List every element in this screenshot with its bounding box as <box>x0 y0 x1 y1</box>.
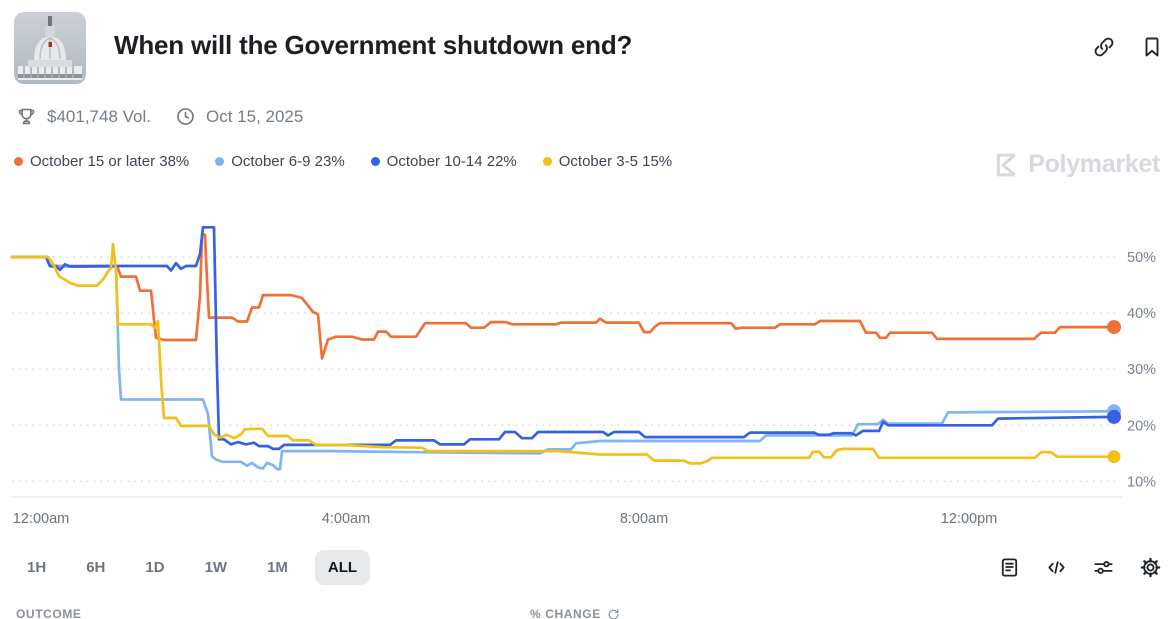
link-icon <box>1094 37 1114 57</box>
chart-legend: October 15 or later 38% October 6-9 23% … <box>14 153 672 170</box>
legend-label: October 15 or later 38% <box>30 153 190 170</box>
trophy-icon <box>16 106 37 127</box>
page-title: When will the Government shutdown end? <box>114 30 633 60</box>
legend-label: October 6-9 23% <box>231 153 345 170</box>
legend-item-october-10-14[interactable]: October 10-14 22% <box>370 153 517 170</box>
legend-dot <box>14 157 23 166</box>
chart-tools <box>998 556 1162 579</box>
svg-text:50%: 50% <box>1127 250 1156 266</box>
legend-label: October 10-14 22% <box>386 153 517 170</box>
x-axis-tick: 12:00pm <box>940 511 998 527</box>
bookmark-icon <box>1145 37 1159 57</box>
copy-link-button[interactable] <box>1092 35 1116 59</box>
polymarket-watermark: Polymarket <box>992 150 1160 179</box>
chart-canvas[interactable]: 50% 40% 30% 20% 10% <box>0 210 1174 500</box>
bookmark-button[interactable] <box>1140 35 1164 59</box>
document-icon <box>1001 558 1018 577</box>
legend-dot <box>370 157 380 166</box>
outcome-column-header: OUTCOME <box>16 607 82 619</box>
watermark-label: Polymarket <box>1028 150 1160 178</box>
end-date: Oct 15, 2025 <box>205 106 304 126</box>
market-stats: $401,748 Vol. Oct 15, 2025 <box>16 106 303 127</box>
range-button-1w[interactable]: 1W <box>192 550 241 585</box>
svg-text:20%: 20% <box>1127 418 1156 434</box>
range-button-all[interactable]: ALL <box>314 550 371 585</box>
svg-text:30%: 30% <box>1127 362 1156 378</box>
embed-button[interactable] <box>1045 556 1068 579</box>
news-button[interactable] <box>998 556 1021 579</box>
change-column-label: % CHANGE <box>530 607 601 619</box>
legend-item-october-15-or-later[interactable]: October 15 or later 38% <box>14 153 189 170</box>
change-column-header: % CHANGE <box>530 607 620 619</box>
chart-x-axis: 12:00am 4:00am 8:00am 12:00pm <box>0 511 1174 533</box>
range-button-1m[interactable]: 1M <box>254 550 301 585</box>
gear-icon <box>1140 557 1161 578</box>
refresh-icon[interactable] <box>607 608 620 619</box>
range-button-6h[interactable]: 6H <box>73 550 118 585</box>
legend-dot <box>542 157 552 166</box>
outcome-table-header: OUTCOME % CHANGE <box>0 607 1174 619</box>
time-range-toolbar: 1H 6H 1D 1W 1M ALL <box>14 550 371 585</box>
legend-item-october-3-5[interactable]: October 3-5 15% <box>542 153 673 170</box>
clock-icon <box>175 106 196 127</box>
legend-item-october-6-9[interactable]: October 6-9 23% <box>215 153 345 170</box>
svg-text:10%: 10% <box>1127 474 1156 490</box>
market-image-capitol <box>14 12 86 84</box>
legend-dot <box>215 157 225 166</box>
x-axis-tick: 8:00am <box>619 511 669 527</box>
range-button-1d[interactable]: 1D <box>132 550 177 585</box>
chart-options-button[interactable] <box>1092 556 1115 579</box>
legend-label: October 3-5 15% <box>558 153 673 170</box>
svg-text:40%: 40% <box>1127 306 1156 322</box>
settings-button[interactable] <box>1139 556 1162 579</box>
x-axis-tick: 12:00am <box>12 511 70 527</box>
price-chart[interactable]: 50% 40% 30% 20% 10% <box>0 210 1174 500</box>
range-button-1h[interactable]: 1H <box>14 550 59 585</box>
sliders-icon <box>1094 561 1113 574</box>
volume-value: $401,748 Vol. <box>47 106 151 126</box>
polymarket-logo-icon <box>997 153 1016 176</box>
code-icon <box>1048 561 1065 574</box>
x-axis-tick: 4:00am <box>321 511 371 527</box>
